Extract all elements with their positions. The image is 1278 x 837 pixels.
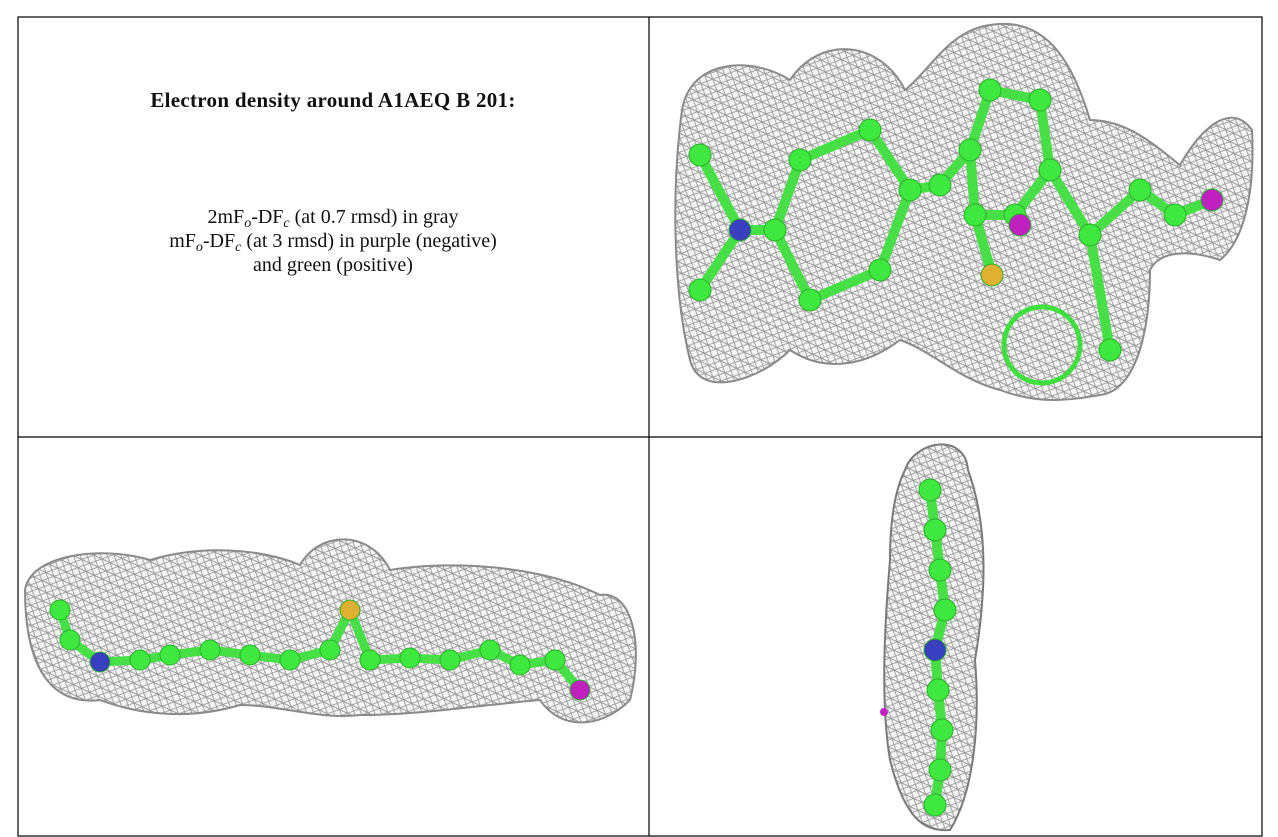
- bond: [1085, 230, 1115, 355]
- atom: [199, 639, 221, 661]
- caption-text: (at 3 rmsd) in purple (negative): [241, 230, 497, 252]
- atom: [129, 649, 151, 671]
- atom: [926, 678, 950, 702]
- atom: [359, 649, 381, 671]
- atom: [159, 644, 181, 666]
- atom: [1200, 188, 1224, 212]
- atom: [1098, 338, 1122, 362]
- subscript: o: [195, 240, 203, 255]
- caption-line: 2mFo-DFc (at 0.7 rmsd) in gray: [18, 205, 648, 231]
- atom: [728, 218, 752, 242]
- atom: [49, 599, 71, 621]
- positive-density: [1001, 304, 1083, 386]
- bond: [770, 155, 805, 235]
- atom: [59, 629, 81, 651]
- atom: [399, 647, 421, 669]
- atom: [858, 118, 882, 142]
- atom: [479, 639, 501, 661]
- bond: [875, 185, 915, 275]
- density-mesh: [23, 538, 637, 724]
- caption-text: 2mF: [207, 206, 245, 228]
- atom: [569, 679, 591, 701]
- atom: [339, 599, 361, 621]
- subscript: o: [244, 216, 252, 231]
- density-images: [23, 22, 1254, 832]
- atom: [319, 639, 341, 661]
- table-border: [17, 16, 1263, 837]
- caption: 2mFo-DFc (at 0.7 rmsd) in gray mFo-DFc (a…: [18, 205, 648, 277]
- bond: [865, 125, 915, 195]
- caption-text: -DF: [202, 230, 236, 252]
- atom: [1038, 158, 1062, 182]
- subscript: c: [283, 216, 290, 231]
- atom: [1028, 88, 1052, 112]
- atom: [798, 288, 822, 312]
- atom: [1008, 213, 1032, 237]
- atom: [688, 143, 712, 167]
- negative-density: [880, 708, 888, 716]
- atom: [978, 78, 1002, 102]
- bond: [1045, 165, 1095, 240]
- atom: [1078, 223, 1102, 247]
- bond: [770, 225, 815, 305]
- bond: [795, 125, 875, 165]
- caption-line: mFo-DFc (at 3 rmsd) in purple (negative): [18, 229, 648, 255]
- atom: [1163, 203, 1187, 227]
- atom: [868, 258, 892, 282]
- atom: [980, 263, 1004, 287]
- atom: [933, 598, 957, 622]
- caption-line: and green (positive): [18, 253, 648, 277]
- atom: [439, 649, 461, 671]
- atom: [918, 478, 942, 502]
- atom: [923, 638, 947, 662]
- bond: [695, 225, 745, 295]
- bond: [1035, 95, 1055, 175]
- atom: [923, 518, 947, 542]
- atom: [763, 218, 787, 242]
- atom: [928, 173, 952, 197]
- title: Electron density around A1AEQ B 201:: [150, 88, 516, 112]
- atom: [930, 718, 954, 742]
- caption-text: mF: [169, 230, 196, 252]
- atom: [963, 203, 987, 227]
- atom: [279, 649, 301, 671]
- atom: [688, 278, 712, 302]
- bond: [695, 150, 745, 235]
- atom: [958, 138, 982, 162]
- atom: [788, 148, 812, 172]
- atom: [544, 649, 566, 671]
- caption-text: (at 0.7 rmsd) in gray: [289, 206, 459, 228]
- atom: [898, 178, 922, 202]
- atom: [1128, 178, 1152, 202]
- subscript: c: [235, 240, 242, 255]
- atom: [923, 793, 947, 817]
- atom: [239, 644, 261, 666]
- caption-text: and green (positive): [253, 254, 413, 276]
- caption-text: -DF: [251, 206, 284, 228]
- bond: [805, 265, 885, 305]
- atom: [89, 651, 111, 673]
- atom: [509, 654, 531, 676]
- atom: [928, 558, 952, 582]
- atom: [928, 758, 952, 782]
